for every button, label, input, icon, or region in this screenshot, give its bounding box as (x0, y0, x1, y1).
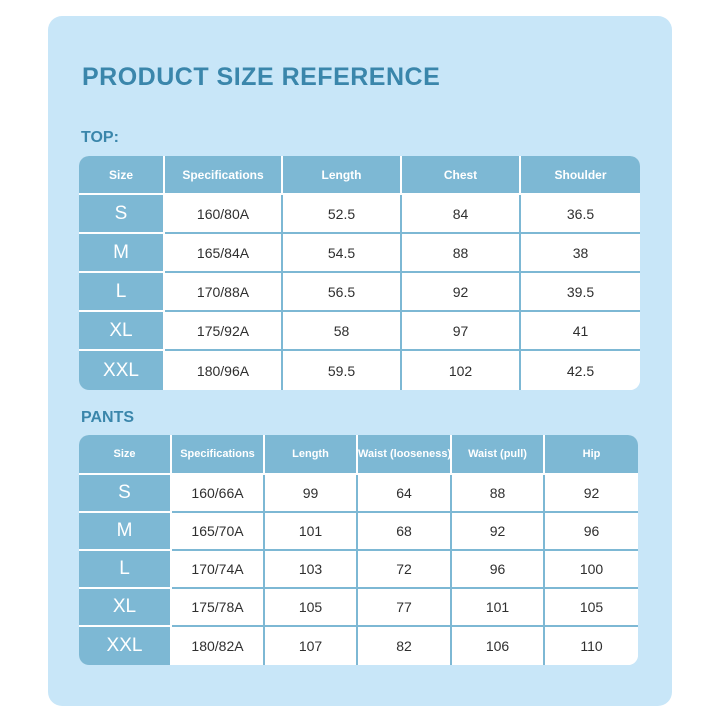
table-cell: 82 (358, 627, 452, 665)
table-cell: 175/78A (172, 589, 265, 627)
table-header-row: Size Specifications Length Waist (loosen… (79, 435, 638, 475)
table-cell: 68 (358, 513, 452, 551)
table-row: L 170/88A 56.5 92 39.5 (79, 273, 640, 312)
table-row: XXL 180/82A 107 82 106 110 (79, 627, 638, 665)
top-section-title: TOP: (81, 129, 119, 146)
table-cell: 72 (358, 551, 452, 589)
page-title: PRODUCT SIZE REFERENCE (82, 63, 441, 91)
column-header: Shoulder (521, 156, 640, 195)
table-row: S 160/66A 99 64 88 92 (79, 475, 638, 513)
size-cell: S (79, 195, 165, 234)
column-header: Specifications (172, 435, 265, 475)
table-cell: 92 (452, 513, 545, 551)
table-cell: 106 (452, 627, 545, 665)
table-cell: 102 (402, 351, 521, 390)
table-cell: 101 (265, 513, 358, 551)
top-size-table: Size Specifications Length Chest Shoulde… (79, 156, 640, 390)
table-cell: 175/92A (165, 312, 283, 351)
table-cell: 180/82A (172, 627, 265, 665)
column-header: Chest (402, 156, 521, 195)
table-cell: 99 (265, 475, 358, 513)
pants-size-table: Size Specifications Length Waist (loosen… (79, 435, 638, 665)
table-cell: 165/70A (172, 513, 265, 551)
table-row: XXL 180/96A 59.5 102 42.5 (79, 351, 640, 390)
size-cell: XL (79, 589, 172, 627)
table-cell: 103 (265, 551, 358, 589)
table-cell: 77 (358, 589, 452, 627)
table-cell: 105 (265, 589, 358, 627)
size-cell: M (79, 234, 165, 273)
table-cell: 105 (545, 589, 638, 627)
table-cell: 84 (402, 195, 521, 234)
table-cell: 56.5 (283, 273, 402, 312)
table-cell: 41 (521, 312, 640, 351)
size-cell: L (79, 273, 165, 312)
size-reference-card: PRODUCT SIZE REFERENCE TOP: Size Specifi… (48, 16, 672, 706)
size-cell: L (79, 551, 172, 589)
column-header: Length (283, 156, 402, 195)
size-cell: S (79, 475, 172, 513)
column-header: Size (79, 156, 165, 195)
table-row: XL 175/78A 105 77 101 105 (79, 589, 638, 627)
table-row: M 165/70A 101 68 92 96 (79, 513, 638, 551)
table-cell: 59.5 (283, 351, 402, 390)
table-cell: 54.5 (283, 234, 402, 273)
table-cell: 107 (265, 627, 358, 665)
table-cell: 101 (452, 589, 545, 627)
table-row: XL 175/92A 58 97 41 (79, 312, 640, 351)
size-cell: XL (79, 312, 165, 351)
table-cell: 165/84A (165, 234, 283, 273)
table-cell: 100 (545, 551, 638, 589)
table-cell: 97 (402, 312, 521, 351)
table-cell: 110 (545, 627, 638, 665)
table-cell: 170/88A (165, 273, 283, 312)
table-cell: 88 (452, 475, 545, 513)
table-cell: 160/66A (172, 475, 265, 513)
column-header: Waist (looseness) (358, 435, 452, 475)
table-row: L 170/74A 103 72 96 100 (79, 551, 638, 589)
table-cell: 170/74A (172, 551, 265, 589)
table-cell: 92 (402, 273, 521, 312)
table-cell: 38 (521, 234, 640, 273)
column-header: Length (265, 435, 358, 475)
table-cell: 88 (402, 234, 521, 273)
table-cell: 96 (545, 513, 638, 551)
table-cell: 96 (452, 551, 545, 589)
table-cell: 64 (358, 475, 452, 513)
size-cell: XXL (79, 351, 165, 390)
pants-section-title: PANTS (81, 409, 135, 426)
table-cell: 36.5 (521, 195, 640, 234)
column-header: Waist (pull) (452, 435, 545, 475)
table-row: S 160/80A 52.5 84 36.5 (79, 195, 640, 234)
table-row: M 165/84A 54.5 88 38 (79, 234, 640, 273)
table-cell: 58 (283, 312, 402, 351)
table-cell: 42.5 (521, 351, 640, 390)
table-cell: 39.5 (521, 273, 640, 312)
size-cell: XXL (79, 627, 172, 665)
table-cell: 160/80A (165, 195, 283, 234)
size-cell: M (79, 513, 172, 551)
column-header: Size (79, 435, 172, 475)
column-header: Specifications (165, 156, 283, 195)
table-cell: 92 (545, 475, 638, 513)
table-cell: 52.5 (283, 195, 402, 234)
table-header-row: Size Specifications Length Chest Shoulde… (79, 156, 640, 195)
table-cell: 180/96A (165, 351, 283, 390)
column-header: Hip (545, 435, 638, 475)
